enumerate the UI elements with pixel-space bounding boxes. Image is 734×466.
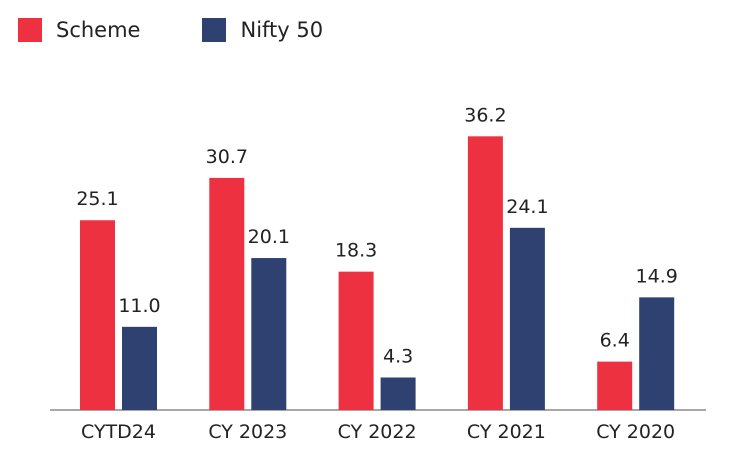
category-label-cy-2023: CY 2023 — [208, 421, 287, 443]
category-label-cytd24: CYTD24 — [81, 421, 156, 443]
legend-swatch-nifty-50 — [202, 18, 227, 42]
legend-item-scheme: Scheme — [18, 18, 140, 42]
bar-nifty-50-cy-2021 — [509, 227, 545, 410]
data-label-nifty-50-cytd24: 11.0 — [118, 295, 160, 317]
legend-item-nifty-50: Nifty 50 — [202, 18, 323, 42]
category-label-cy-2020: CY 2020 — [596, 421, 675, 443]
bar-scheme-cytd24 — [80, 220, 115, 410]
data-label-scheme-cy-2021: 36.2 — [464, 104, 506, 126]
bar-scheme-cy-2023 — [209, 177, 245, 410]
bar-nifty-50-cy-2020 — [639, 297, 675, 410]
bar-scheme-cy-2022 — [338, 271, 374, 410]
data-label-scheme-cy-2020: 6.4 — [600, 330, 630, 352]
category-label-cy-2022: CY 2022 — [338, 421, 417, 443]
bar-scheme-cy-2021 — [467, 136, 503, 410]
data-label-nifty-50-cy-2020: 14.9 — [636, 265, 678, 287]
bar-nifty-50-cy-2022 — [380, 377, 416, 410]
data-label-nifty-50-cy-2021: 24.1 — [506, 196, 548, 218]
bar-nifty-50-cytd24 — [122, 326, 157, 410]
legend-label-nifty-50: Nifty 50 — [240, 18, 324, 42]
category-label-cy-2021: CY 2021 — [467, 421, 546, 443]
data-label-scheme-cy-2023: 30.7 — [206, 146, 248, 168]
legend-label-scheme: Scheme — [56, 18, 141, 42]
chart-legend: Scheme Nifty 50 — [18, 18, 385, 42]
bar-scheme-cy-2020 — [597, 361, 633, 410]
data-label-scheme-cytd24: 25.1 — [76, 188, 118, 210]
data-label-nifty-50-cy-2022: 4.3 — [383, 345, 413, 367]
legend-swatch-scheme — [18, 18, 42, 42]
bar-nifty-50-cy-2023 — [251, 258, 287, 410]
data-label-scheme-cy-2022: 18.3 — [335, 240, 377, 262]
data-label-nifty-50-cy-2023: 20.1 — [248, 226, 290, 248]
